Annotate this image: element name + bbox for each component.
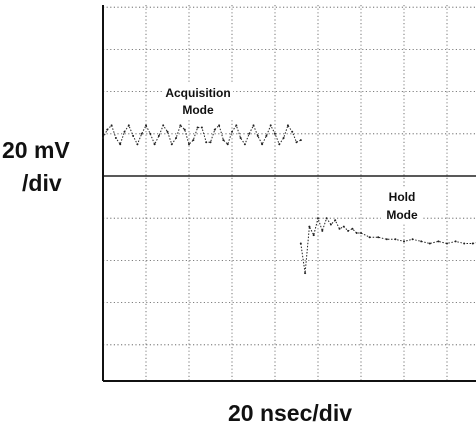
trace-point bbox=[308, 225, 311, 228]
trace-point bbox=[321, 229, 324, 232]
trace-point bbox=[149, 132, 152, 135]
trace-point bbox=[420, 240, 423, 243]
trace-point bbox=[162, 124, 165, 127]
trace-point bbox=[145, 124, 147, 127]
trace-point bbox=[110, 124, 113, 127]
trace-point bbox=[394, 238, 397, 241]
trace-point bbox=[317, 217, 319, 220]
trace-point bbox=[299, 139, 302, 142]
trace-point bbox=[153, 143, 156, 146]
trace-point bbox=[157, 134, 160, 137]
acquisition-mode-label-line-1: Acquisition bbox=[165, 86, 230, 100]
trace-point bbox=[119, 143, 122, 146]
trace-point bbox=[428, 242, 431, 245]
hold-mode-label-line-2: Mode bbox=[386, 208, 418, 222]
trace-point bbox=[256, 134, 259, 137]
trace-point bbox=[205, 141, 208, 144]
trace-point bbox=[347, 229, 350, 232]
trace-point bbox=[140, 132, 143, 135]
trace-point bbox=[325, 217, 328, 220]
trace-point bbox=[265, 134, 268, 137]
y-axis-label-line-1: 20 mV bbox=[2, 137, 70, 163]
trace-point bbox=[286, 124, 289, 127]
trace-point bbox=[338, 227, 341, 230]
trace-point bbox=[175, 137, 178, 139]
trace-point bbox=[334, 219, 337, 222]
trace-point bbox=[188, 143, 190, 146]
trace-point bbox=[446, 242, 448, 245]
trace-point bbox=[231, 130, 233, 133]
trace-point bbox=[463, 242, 466, 245]
trace-point bbox=[226, 143, 229, 146]
trace-point bbox=[385, 238, 388, 241]
trace-point bbox=[196, 126, 199, 129]
trace-point bbox=[123, 130, 126, 133]
trace-point bbox=[377, 236, 380, 239]
trace-point bbox=[355, 232, 358, 234]
trace-point bbox=[342, 225, 345, 228]
trace-point bbox=[403, 240, 405, 243]
trace-point bbox=[243, 143, 246, 146]
trace-point bbox=[304, 272, 307, 275]
acquisition-mode-label-line-2: Mode bbox=[182, 103, 214, 117]
trace-point bbox=[269, 124, 272, 127]
trace-point bbox=[368, 236, 371, 239]
trace-point bbox=[192, 139, 195, 142]
trace-point bbox=[360, 232, 362, 234]
acquisition-label-backdrop bbox=[163, 84, 233, 118]
trace-point bbox=[248, 132, 251, 135]
trace-point bbox=[261, 143, 264, 146]
trace-point bbox=[235, 124, 238, 127]
trace-point bbox=[200, 126, 203, 129]
trace-point bbox=[218, 124, 221, 127]
trace-point bbox=[114, 137, 117, 139]
trace-point bbox=[471, 242, 474, 245]
trace-point bbox=[351, 227, 354, 230]
trace-point bbox=[329, 223, 332, 226]
trace-point bbox=[295, 141, 298, 144]
trace-point bbox=[454, 240, 457, 243]
trace-point bbox=[282, 137, 285, 139]
trace-point bbox=[411, 238, 414, 241]
trace-point bbox=[209, 141, 212, 144]
trace-point bbox=[102, 137, 104, 139]
trace-point bbox=[132, 134, 135, 137]
trace-point bbox=[239, 137, 242, 139]
trace-point bbox=[437, 240, 440, 243]
trace-point bbox=[252, 124, 255, 127]
trace-point bbox=[106, 128, 109, 131]
trace-point bbox=[136, 143, 139, 146]
hold-mode-trace bbox=[300, 216, 476, 274]
y-axis-label-line-2: /div bbox=[22, 170, 62, 196]
x-axis-label: 20 nsec/div bbox=[228, 400, 352, 426]
trace-point bbox=[213, 128, 216, 131]
trace-point bbox=[278, 143, 281, 146]
hold-mode-label-line-1: Hold bbox=[389, 190, 416, 204]
hold-label-backdrop bbox=[381, 188, 423, 224]
trace-point bbox=[274, 132, 276, 135]
trace-point bbox=[179, 124, 182, 127]
waveform-trace bbox=[102, 124, 476, 275]
trace-point bbox=[299, 242, 302, 245]
trace-point bbox=[291, 130, 294, 133]
trace-point bbox=[166, 130, 169, 133]
trace-point bbox=[170, 143, 173, 146]
trace-point bbox=[127, 124, 130, 127]
trace-point bbox=[183, 128, 186, 131]
trace-point bbox=[312, 234, 315, 237]
trace-point bbox=[222, 139, 225, 142]
